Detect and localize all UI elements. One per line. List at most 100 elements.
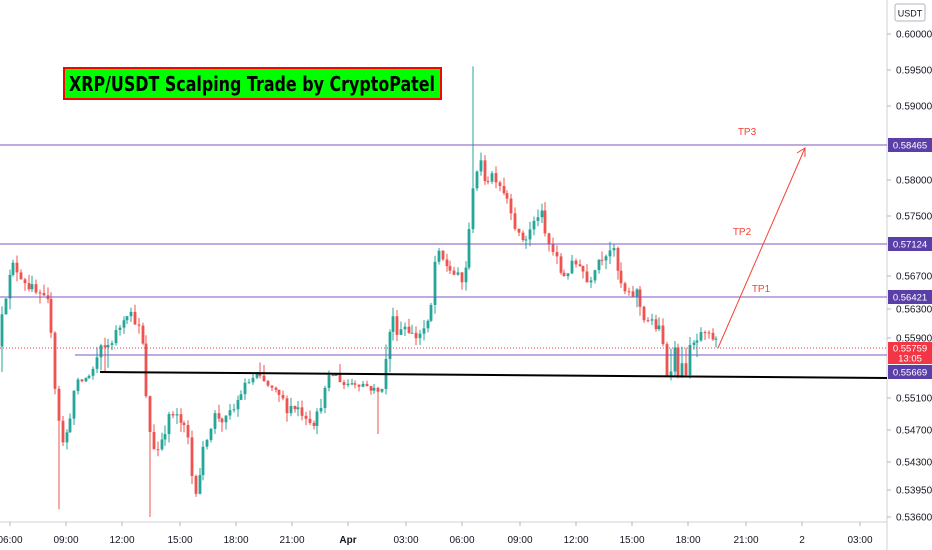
candle-body xyxy=(209,428,213,440)
title-box xyxy=(63,67,442,100)
candle-body xyxy=(190,437,194,476)
candle-body xyxy=(638,289,642,307)
candle-body xyxy=(475,171,479,189)
candle-body xyxy=(536,217,540,221)
y-tick-label: 0.57500 xyxy=(896,212,932,223)
candle-body xyxy=(312,422,316,426)
candle-body xyxy=(110,343,114,345)
current-price-tag xyxy=(888,342,932,364)
x-tick-label: 21:00 xyxy=(279,535,304,546)
candle-body xyxy=(361,383,365,387)
candle-body xyxy=(220,418,224,423)
candle-body xyxy=(353,383,357,385)
candle-body xyxy=(334,374,338,376)
candle-body xyxy=(270,385,274,388)
candle-body xyxy=(414,332,418,339)
candle-body xyxy=(479,160,483,172)
candle-body xyxy=(160,439,164,450)
candle-body xyxy=(144,343,148,397)
candle-body xyxy=(27,283,31,290)
candle-body xyxy=(494,173,498,183)
candle-body xyxy=(433,261,437,305)
candle-body xyxy=(505,193,509,199)
y-tick-label: 0.53600 xyxy=(896,513,932,524)
candle-body xyxy=(137,324,141,326)
candle-body xyxy=(61,420,65,443)
candle-body xyxy=(357,384,361,387)
candle-body xyxy=(388,331,392,359)
candle-body xyxy=(91,368,95,376)
candle-body xyxy=(319,407,323,412)
candle-body xyxy=(296,407,300,410)
level-price-tag xyxy=(888,237,932,251)
candle-body xyxy=(627,291,631,293)
candle-body xyxy=(258,373,262,376)
x-tick-label: 09:00 xyxy=(53,535,78,546)
x-tick-label: 15:00 xyxy=(619,535,644,546)
candle-body xyxy=(657,325,661,330)
candle-body xyxy=(593,270,597,281)
current-price-label: 0.55759 xyxy=(893,344,927,355)
candle-body xyxy=(635,289,639,297)
candle-body xyxy=(429,304,433,321)
candle-body xyxy=(589,280,593,283)
candle-body xyxy=(688,344,692,376)
candle-body xyxy=(692,342,696,345)
candle-body xyxy=(87,375,91,378)
candle-body xyxy=(217,413,221,419)
candle-body xyxy=(619,270,623,284)
candle-body xyxy=(581,266,585,272)
candle-body xyxy=(0,314,4,347)
candle-body xyxy=(133,311,137,325)
candle-body xyxy=(445,259,449,267)
support-trendline xyxy=(99,371,888,379)
candle-body xyxy=(654,319,658,330)
candle-body xyxy=(213,413,217,429)
currency-badge[interactable] xyxy=(894,3,926,22)
x-tick-label: 21:00 xyxy=(733,535,758,546)
candle-body xyxy=(517,228,521,233)
projection-arrowhead xyxy=(796,147,806,157)
candle-body xyxy=(205,439,209,447)
x-tick-label: 12:00 xyxy=(109,535,134,546)
candle-body xyxy=(232,409,236,411)
candle-body xyxy=(152,431,156,450)
candle-body xyxy=(711,332,715,340)
candle-body xyxy=(631,291,635,297)
candle-body xyxy=(369,386,373,391)
candle-body xyxy=(646,320,650,322)
candle-body xyxy=(11,262,15,275)
candle-body xyxy=(372,387,376,391)
candle-body xyxy=(236,399,240,410)
candle-body xyxy=(490,173,494,182)
candle-body xyxy=(676,347,680,377)
candle-body xyxy=(410,332,414,334)
candle-body xyxy=(346,383,350,386)
candle-body xyxy=(399,329,403,335)
candle-body xyxy=(448,266,452,271)
candle-body xyxy=(285,398,289,414)
candle-body xyxy=(407,326,411,333)
candle-body xyxy=(125,316,129,321)
y-tick-label: 0.56300 xyxy=(896,305,932,316)
candle-body xyxy=(338,374,342,383)
x-tick-label: Apr xyxy=(339,535,356,546)
candle-body xyxy=(597,259,601,271)
candle-body xyxy=(171,414,175,416)
candle-body xyxy=(456,272,460,275)
currency-label: USDT xyxy=(898,9,923,19)
candle-body xyxy=(524,239,528,241)
y-tick-label: 0.59500 xyxy=(896,66,932,77)
candle-body xyxy=(566,273,570,277)
candle-body xyxy=(4,298,8,315)
candle-countdown-label: 13:05 xyxy=(898,354,922,365)
candle-body xyxy=(327,375,331,388)
candle-body xyxy=(262,375,266,382)
candle-body xyxy=(680,363,684,377)
candle-body xyxy=(308,418,312,423)
candle-body xyxy=(528,229,532,240)
x-tick-label: 03:00 xyxy=(847,535,872,546)
candle-body xyxy=(578,264,582,267)
